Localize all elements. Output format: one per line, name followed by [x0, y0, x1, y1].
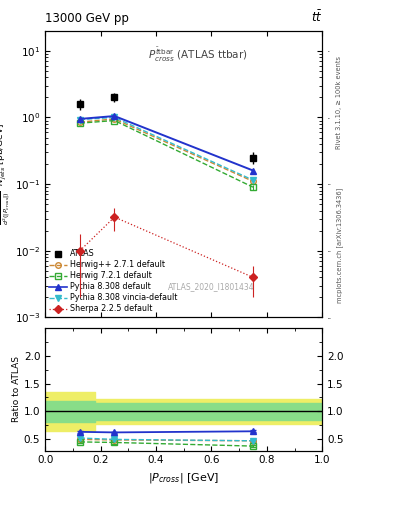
X-axis label: $|P_{cross}|$ [GeV]: $|P_{cross}|$ [GeV]: [148, 471, 219, 485]
Legend: ATLAS, Herwig++ 2.7.1 default, Herwig 7.2.1 default, Pythia 8.308 default, Pythi: ATLAS, Herwig++ 2.7.1 default, Herwig 7.…: [49, 249, 178, 313]
Text: Rivet 3.1.10, ≥ 100k events: Rivet 3.1.10, ≥ 100k events: [336, 56, 342, 149]
Text: $P^{\bar{t}\mathrm{tbar}}_{cross}$ (ATLAS ttbar): $P^{\bar{t}\mathrm{tbar}}_{cross}$ (ATLA…: [148, 46, 247, 65]
Y-axis label: Ratio to ATLAS: Ratio to ATLAS: [12, 356, 21, 422]
Y-axis label: $\frac{d^2\sigma^u}{d^2(|P_{cross}|)}\cdot N_{jets}$ [pb/GeV]: $\frac{d^2\sigma^u}{d^2(|P_{cross}|)}\cd…: [0, 123, 13, 225]
Text: mcplots.cern.ch [arXiv:1306.3436]: mcplots.cern.ch [arXiv:1306.3436]: [336, 188, 343, 304]
Text: $t\bar{t}$: $t\bar{t}$: [311, 10, 322, 25]
Text: ATLAS_2020_I1801434: ATLAS_2020_I1801434: [168, 282, 255, 291]
Text: 13000 GeV pp: 13000 GeV pp: [45, 12, 129, 25]
